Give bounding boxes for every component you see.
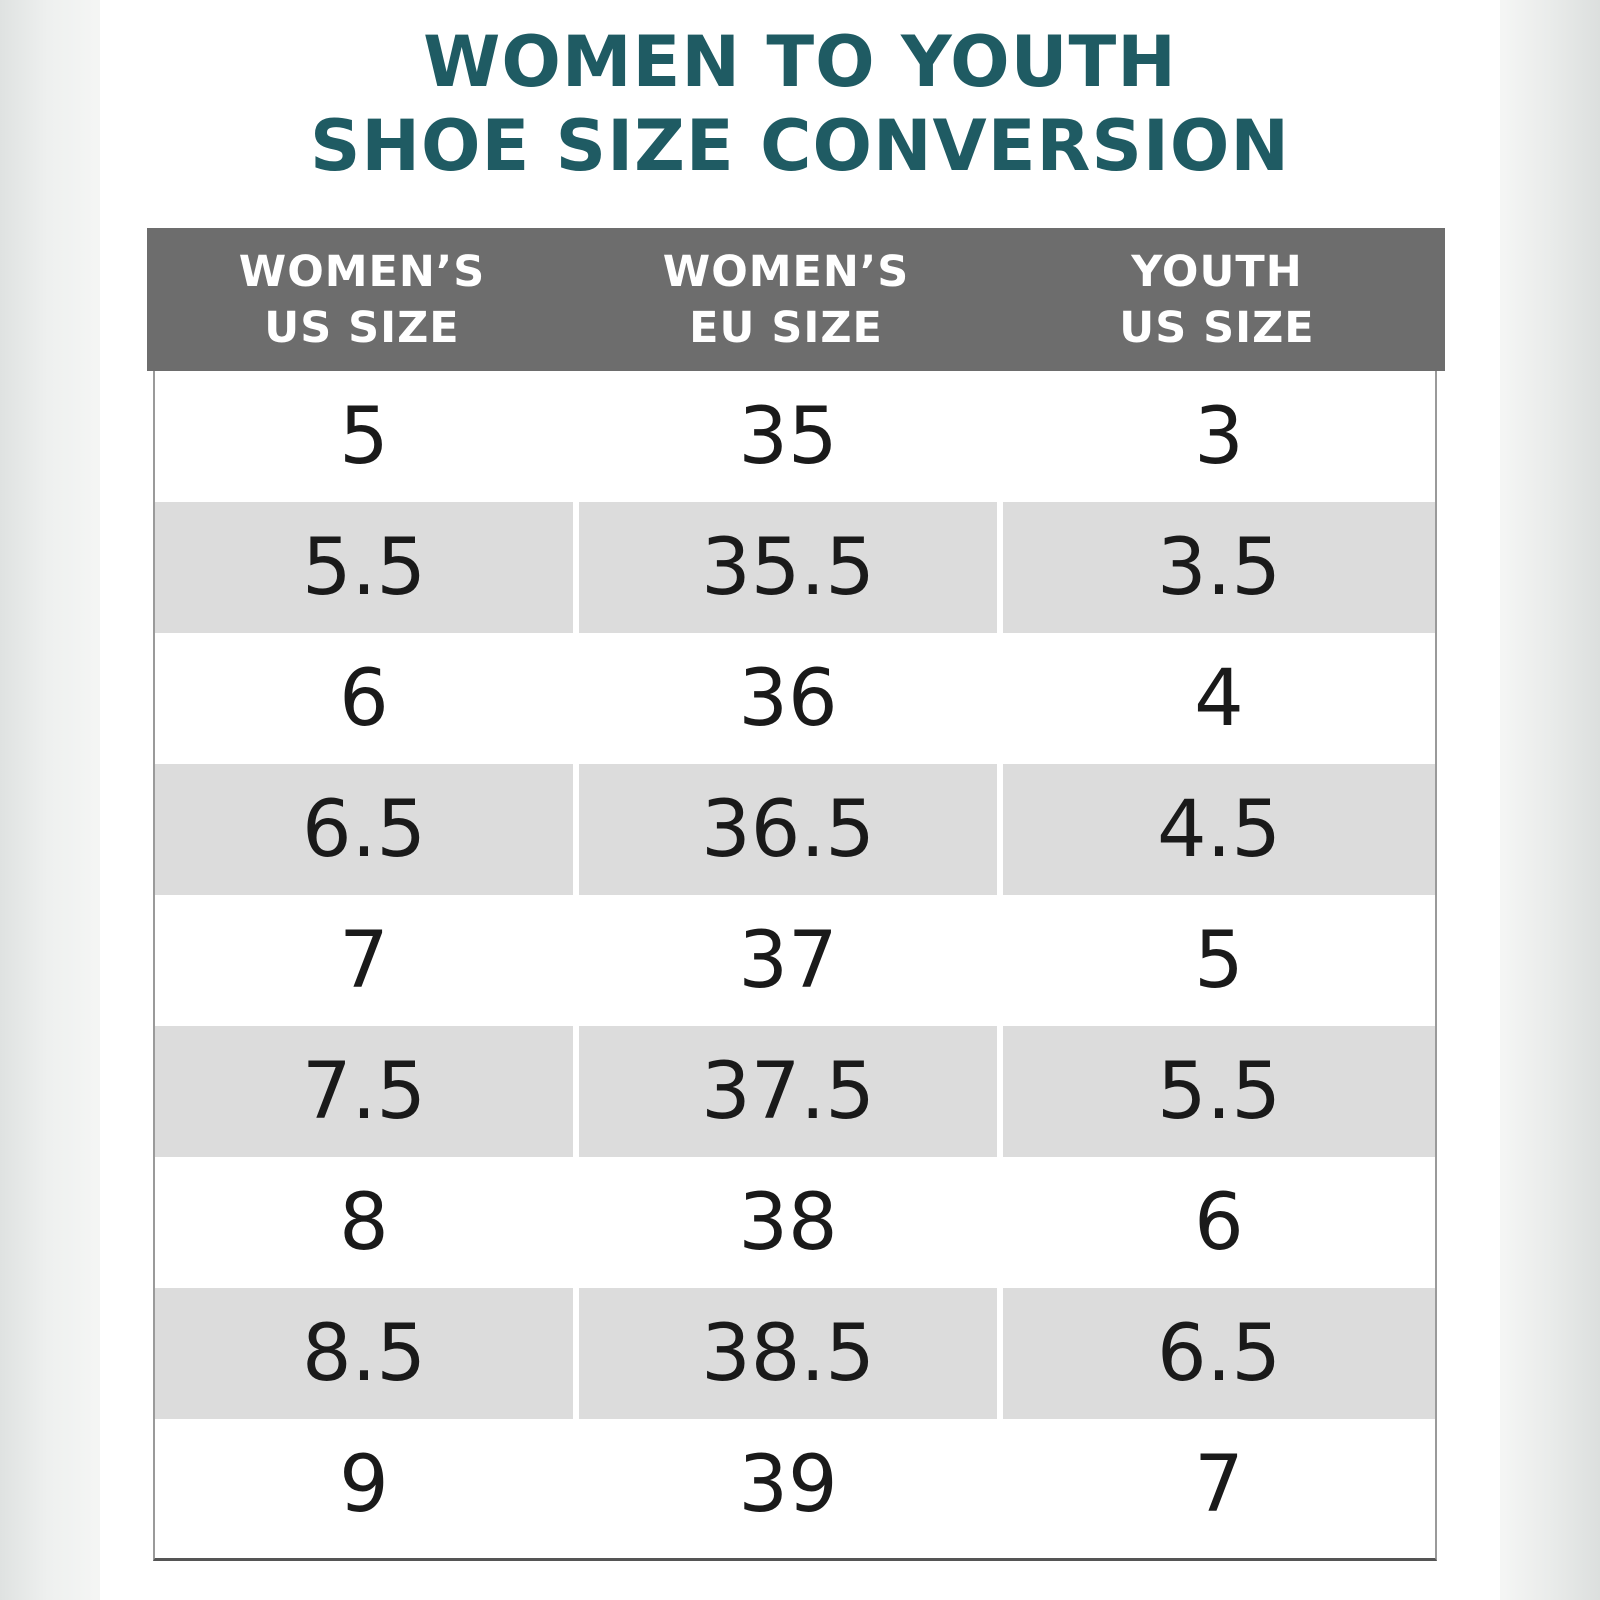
table-row: 8 38 6: [155, 1157, 1435, 1288]
header-womens-us-size: WOMEN’S US SIZE: [153, 228, 571, 371]
womens-us-size-cell: 5.5: [155, 502, 573, 633]
header-label: EU SIZE: [689, 302, 883, 353]
youth-us-size-cell: 5: [1194, 915, 1244, 1006]
womens-eu-size-cell: 35: [738, 391, 838, 482]
title-line-2: SHOE SIZE CONVERSION: [309, 105, 1290, 187]
womens-us-size-cell: 8: [339, 1177, 389, 1268]
womens-eu-size-cell: 37: [738, 915, 838, 1006]
womens-eu-size-cell: 36.5: [579, 764, 997, 895]
youth-us-size-cell: 7: [1194, 1439, 1244, 1530]
table-row: 6.5 36.5 4.5: [155, 764, 1435, 895]
youth-us-size-cell: 4: [1194, 653, 1244, 744]
womens-us-size-cell: 7.5: [155, 1026, 573, 1157]
womens-eu-size-cell: 38.5: [579, 1288, 997, 1419]
table-body: 5 35 3 5.5 35.5 3.5 6 36 4 6.5 36.5 4.5 …: [153, 371, 1437, 1561]
womens-us-size-cell: 6: [339, 653, 389, 744]
header-label: WOMEN’S: [662, 246, 910, 297]
header-label: US SIZE: [1119, 302, 1315, 353]
table-header: WOMEN’S US SIZE WOMEN’S EU SIZE YOUTH US…: [147, 228, 1445, 371]
womens-eu-size-cell: 39: [738, 1439, 838, 1530]
table-row: 6 36 4: [155, 633, 1435, 764]
header-label: US SIZE: [264, 302, 460, 353]
youth-us-size-cell: 4.5: [1003, 764, 1435, 895]
womens-us-size-cell: 9: [339, 1439, 389, 1530]
table-row: 5 35 3: [155, 371, 1435, 502]
womens-us-size-cell: 5: [339, 391, 389, 482]
header-label: YOUTH: [1131, 246, 1303, 297]
womens-eu-size-cell: 36: [738, 653, 838, 744]
youth-us-size-cell: 3: [1194, 391, 1244, 482]
womens-us-size-cell: 6.5: [155, 764, 573, 895]
page-title: WOMEN TO YOUTH SHOE SIZE CONVERSION: [100, 20, 1500, 188]
youth-us-size-cell: 6.5: [1003, 1288, 1435, 1419]
table-row: 5.5 35.5 3.5: [155, 502, 1435, 633]
womens-eu-size-cell: 38: [738, 1177, 838, 1268]
youth-us-size-cell: 6: [1194, 1177, 1244, 1268]
header-label: WOMEN’S: [238, 246, 486, 297]
womens-us-size-cell: 8.5: [155, 1288, 573, 1419]
youth-us-size-cell: 3.5: [1003, 502, 1435, 633]
header-womens-eu-size: WOMEN’S EU SIZE: [577, 228, 995, 371]
size-conversion-table: WOMEN’S US SIZE WOMEN’S EU SIZE YOUTH US…: [147, 228, 1445, 1564]
womens-eu-size-cell: 37.5: [579, 1026, 997, 1157]
youth-us-size-cell: 5.5: [1003, 1026, 1435, 1157]
table-row: 7.5 37.5 5.5: [155, 1026, 1435, 1157]
womens-us-size-cell: 7: [339, 915, 389, 1006]
table-row: 9 39 7: [155, 1419, 1435, 1550]
womens-eu-size-cell: 35.5: [579, 502, 997, 633]
table-row: 8.5 38.5 6.5: [155, 1288, 1435, 1419]
header-youth-us-size: YOUTH US SIZE: [1001, 228, 1433, 371]
table-row: 7 37 5: [155, 895, 1435, 1026]
title-line-1: WOMEN TO YOUTH: [423, 21, 1177, 103]
